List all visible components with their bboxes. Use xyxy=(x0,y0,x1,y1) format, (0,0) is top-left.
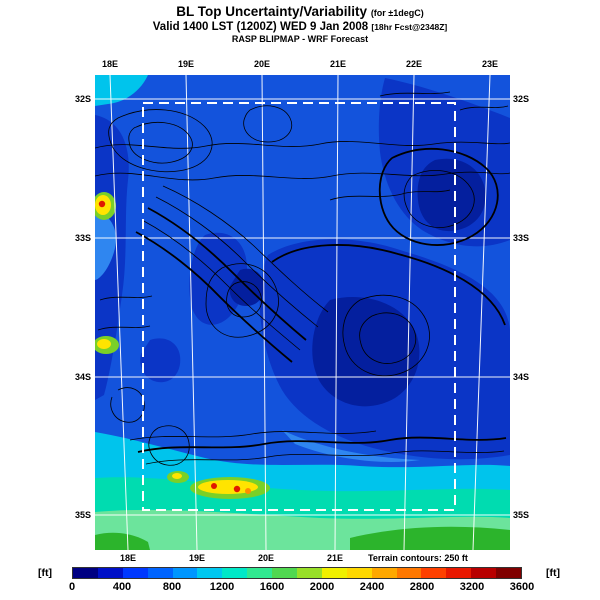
colorbar-segment xyxy=(73,568,98,578)
latitude-label-right: 34S xyxy=(513,372,530,382)
colorbar-tick-label: 2000 xyxy=(309,581,335,593)
colorbar-tick-label: 0 xyxy=(68,581,76,593)
latitude-label-left: 35S xyxy=(74,510,91,520)
colorbar-segment xyxy=(297,568,322,578)
colorbar-segment xyxy=(222,568,248,578)
longitude-label-top: 23E xyxy=(481,59,499,69)
colorbar-tick-label: 1200 xyxy=(209,581,235,593)
page-title: BL Top Uncertainty/Variability (for ±1de… xyxy=(0,4,600,19)
valid-time-line: Valid 1400 LST (1200Z) WED 9 Jan 2008 [1… xyxy=(0,21,600,33)
longitude-label-top: 22E xyxy=(405,59,423,69)
colorbar-segment xyxy=(346,568,372,578)
valid-time-text: Valid 1400 LST (1200Z) WED 9 Jan 2008 xyxy=(152,21,369,33)
colorbar-segment xyxy=(97,568,123,578)
title-block: BL Top Uncertainty/Variability (for ±1de… xyxy=(0,4,600,44)
colorbar-tick-label: 1600 xyxy=(259,581,285,593)
latitude-label-left: 32S xyxy=(74,94,91,104)
longitude-label-top: 21E xyxy=(329,59,347,69)
latitude-label-right: 35S xyxy=(513,510,530,520)
latitude-label-right: 33S xyxy=(513,233,530,243)
forecast-cycle-text: [18hr Fcst@2348Z] xyxy=(371,22,448,32)
terrain-contours-note: Terrain contours: 250 ft xyxy=(368,553,468,563)
longitude-label-bottom: 19E xyxy=(188,553,206,563)
longitude-label-bottom: 18E xyxy=(119,553,137,563)
longitude-label-top: 19E xyxy=(177,59,195,69)
longitude-label-bottom: 20E xyxy=(257,553,275,563)
hotspot-markers xyxy=(95,192,270,499)
model-credit-line: RASP BLIPMAP - WRF Forecast xyxy=(231,34,369,44)
colorbar-segment xyxy=(147,568,173,578)
colorbar-segment xyxy=(446,568,472,578)
domain-boundary-box xyxy=(142,102,456,511)
colorbar-tick-label: 800 xyxy=(162,581,182,593)
colorbar-segment xyxy=(421,568,447,578)
colorbar-tick-label: 400 xyxy=(112,581,132,593)
colorbar-tick-label: 3200 xyxy=(459,581,485,593)
colorbar-segment xyxy=(197,568,223,578)
colorbar-segment xyxy=(396,568,422,578)
colorbar-segment xyxy=(496,568,522,578)
title-qualifier: (for ±1degC) xyxy=(370,8,424,18)
terrain-contour-lines xyxy=(95,91,510,466)
colorbar-tick-label: 2400 xyxy=(359,581,385,593)
title-text: BL Top Uncertainty/Variability xyxy=(176,4,368,19)
lat-lon-grid xyxy=(95,74,510,551)
colorbar-segment xyxy=(321,568,347,578)
latitude-label-right: 32S xyxy=(513,94,530,104)
colorbar-segment xyxy=(371,568,397,578)
colorbar-segment xyxy=(172,568,198,578)
colorbar-tick-label: 2800 xyxy=(409,581,435,593)
colorbar-segment xyxy=(272,568,298,578)
colorbar-unit-right: [ft] xyxy=(546,567,560,579)
colorbar-gradient xyxy=(72,567,522,579)
longitude-label-top: 18E xyxy=(101,59,119,69)
latitude-label-left: 34S xyxy=(74,372,91,382)
colorbar-segment xyxy=(247,568,273,578)
longitude-label-top: 20E xyxy=(253,59,271,69)
colorbar-tick-label: 3600 xyxy=(509,581,535,593)
colorbar-segment xyxy=(471,568,497,578)
colorbar-unit-left: [ft] xyxy=(38,567,52,579)
colorbar-segment xyxy=(122,568,148,578)
longitude-label-bottom: 21E xyxy=(326,553,344,563)
latitude-label-left: 33S xyxy=(74,233,91,243)
